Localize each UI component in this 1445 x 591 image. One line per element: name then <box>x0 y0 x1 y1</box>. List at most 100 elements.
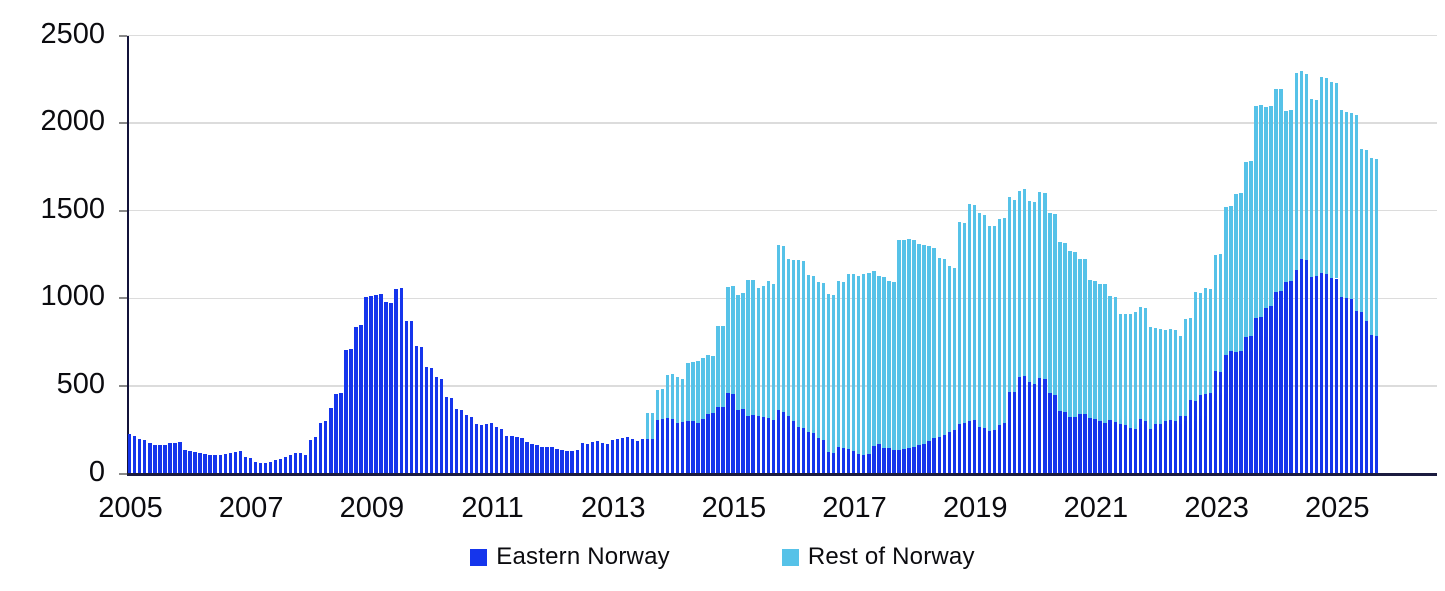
bar-rest-of-norway <box>912 239 916 448</box>
bar-eastern-norway <box>862 455 866 474</box>
bar-rest-of-norway <box>1138 306 1143 419</box>
x-tick-label-2005: 2005 <box>98 492 163 524</box>
bar-eastern-norway <box>831 452 836 474</box>
bar-eastern-norway <box>1128 427 1132 474</box>
bar-rest-of-norway <box>1108 296 1112 421</box>
bar-eastern-norway <box>198 453 202 474</box>
gridline-2000 <box>126 122 1437 124</box>
bar-rest-of-norway <box>957 222 962 424</box>
bar-rest-of-norway <box>1048 212 1052 393</box>
bar-eastern-norway <box>987 431 992 474</box>
bar-rest-of-norway <box>696 360 700 424</box>
bar-eastern-norway <box>686 421 690 474</box>
bar-eastern-norway <box>1083 413 1087 474</box>
bar-eastern-norway <box>133 435 137 474</box>
bar-eastern-norway <box>143 440 147 474</box>
bar-eastern-norway <box>1279 291 1283 474</box>
bar-rest-of-norway <box>1158 329 1163 425</box>
bar-eastern-norway <box>655 420 660 474</box>
bar-eastern-norway <box>374 294 378 474</box>
bar-eastern-norway <box>771 419 775 474</box>
bar-eastern-norway <box>379 294 383 474</box>
bar-eastern-norway <box>1239 350 1243 474</box>
bar-eastern-norway <box>711 412 715 474</box>
bar-eastern-norway <box>444 396 449 474</box>
x-tick-label-2015: 2015 <box>701 492 767 524</box>
bar-eastern-norway <box>852 450 856 474</box>
bar-rest-of-norway <box>716 326 720 408</box>
x-tick-label-2007: 2007 <box>218 492 284 524</box>
y-tick-label-1000: 1000 <box>40 280 105 313</box>
bar-eastern-norway <box>1249 335 1253 474</box>
bar-eastern-norway <box>389 302 393 474</box>
bar-eastern-norway <box>857 454 861 474</box>
bar-rest-of-norway <box>1118 313 1122 424</box>
bar-eastern-norway <box>178 441 182 474</box>
bar-eastern-norway <box>298 452 303 474</box>
bar-eastern-norway <box>1028 382 1032 474</box>
legend-label-rest-of-norway: Rest of Norway <box>807 543 975 570</box>
bar-rest-of-norway <box>766 281 770 418</box>
bar-rest-of-norway <box>1198 292 1203 395</box>
bar-rest-of-norway <box>1284 111 1288 282</box>
x-tick-label-2009: 2009 <box>339 492 405 524</box>
bar-rest-of-norway <box>731 285 735 394</box>
bar-eastern-norway <box>625 437 630 474</box>
bar-rest-of-norway <box>1113 296 1117 422</box>
bar-rest-of-norway <box>1033 202 1037 384</box>
bar-rest-of-norway <box>1088 280 1092 418</box>
bar-eastern-norway <box>263 462 268 474</box>
gridline-1500 <box>126 209 1437 212</box>
bar-rest-of-norway <box>1023 188 1027 376</box>
bar-eastern-norway <box>967 421 972 474</box>
x-tick-label-2013: 2013 <box>580 492 646 524</box>
bar-eastern-norway <box>595 441 599 474</box>
bar-eastern-norway <box>1198 394 1203 474</box>
bar-rest-of-norway <box>666 374 670 419</box>
bar-eastern-norway <box>600 443 605 474</box>
bar-rest-of-norway <box>721 326 725 408</box>
bar-eastern-norway <box>1229 350 1233 474</box>
bar-eastern-norway <box>681 422 685 474</box>
bar-rest-of-norway <box>1314 100 1319 276</box>
bar-rest-of-norway <box>831 295 836 453</box>
bar-eastern-norway <box>821 439 826 474</box>
bar-eastern-norway <box>922 443 926 474</box>
bar-eastern-norway <box>1098 421 1102 474</box>
bar-rest-of-norway <box>947 266 951 433</box>
bar-eastern-norway <box>746 416 750 474</box>
y-axis-tick-1000 <box>118 297 127 300</box>
bar-eastern-norway <box>917 445 921 474</box>
bar-eastern-norway <box>887 448 891 474</box>
bar-rest-of-norway <box>1274 89 1278 293</box>
bar-rest-of-norway <box>1103 284 1107 424</box>
bar-rest-of-norway <box>887 280 891 449</box>
bar-eastern-norway <box>550 446 554 474</box>
bar-eastern-norway <box>1289 280 1293 474</box>
bar-rest-of-norway <box>1168 329 1173 420</box>
bar-eastern-norway <box>736 410 740 474</box>
bar-rest-of-norway <box>1294 72 1298 271</box>
bar-eastern-norway <box>148 442 152 474</box>
bar-eastern-norway <box>324 421 328 474</box>
y-tick-label-2500: 2500 <box>40 17 105 50</box>
bar-rest-of-norway <box>816 282 821 438</box>
bar-eastern-norway <box>580 443 584 474</box>
bar-rest-of-norway <box>1229 206 1233 351</box>
bar-eastern-norway <box>1269 306 1273 474</box>
bar-rest-of-norway <box>1214 255 1218 371</box>
bar-rest-of-norway <box>1289 110 1293 281</box>
y-axis-tick-500 <box>118 384 127 387</box>
bar-rest-of-norway <box>992 226 997 431</box>
bar-eastern-norway <box>449 397 454 474</box>
bar-rest-of-norway <box>1163 330 1168 421</box>
bar-eastern-norway <box>1103 423 1107 474</box>
bar-eastern-norway <box>158 445 162 474</box>
bar-rest-of-norway <box>1344 111 1349 298</box>
bar-rest-of-norway <box>1309 99 1313 277</box>
bar-eastern-norway <box>339 392 343 474</box>
eastern-norway-swatch-icon <box>470 548 488 566</box>
bar-eastern-norway <box>288 454 293 474</box>
bar-eastern-norway <box>1349 299 1354 474</box>
bar-rest-of-norway <box>907 239 911 449</box>
